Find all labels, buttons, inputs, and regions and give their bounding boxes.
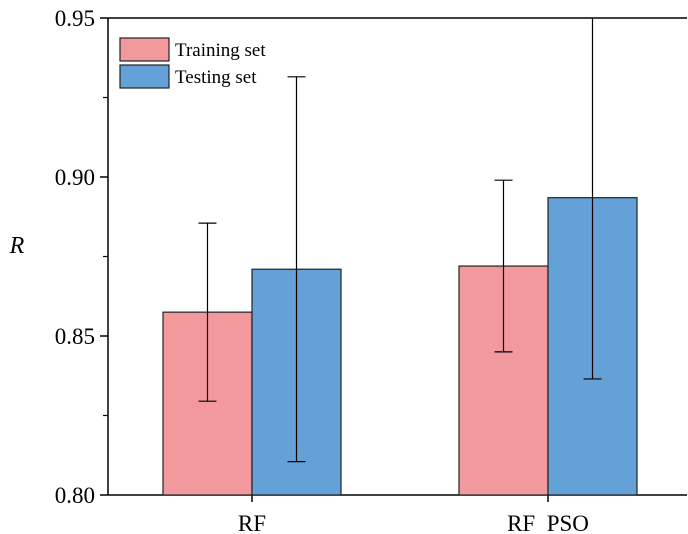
error-bars [198,18,602,463]
bars [162,197,638,496]
y-tick-label: 0.85 [55,324,95,349]
legend-label-testing: Testing set [175,67,257,88]
y-axis-label: R [9,233,25,259]
legend-swatch-training [119,37,170,62]
x-tick-label: RF PSO [507,511,589,534]
x-axis: RF RF PSO [238,495,589,534]
legend-label-training: Training set [175,40,266,61]
y-tick-label: 0.80 [55,483,95,508]
legend: Training set Testing set [119,37,266,89]
y-tick-label: 0.95 [55,6,95,31]
x-tick-label: RF [238,511,266,534]
legend-swatch-testing [119,64,170,89]
y-tick-label: 0.90 [55,165,95,190]
y-axis: 0.80 0.85 0.90 0.95 [55,6,108,508]
